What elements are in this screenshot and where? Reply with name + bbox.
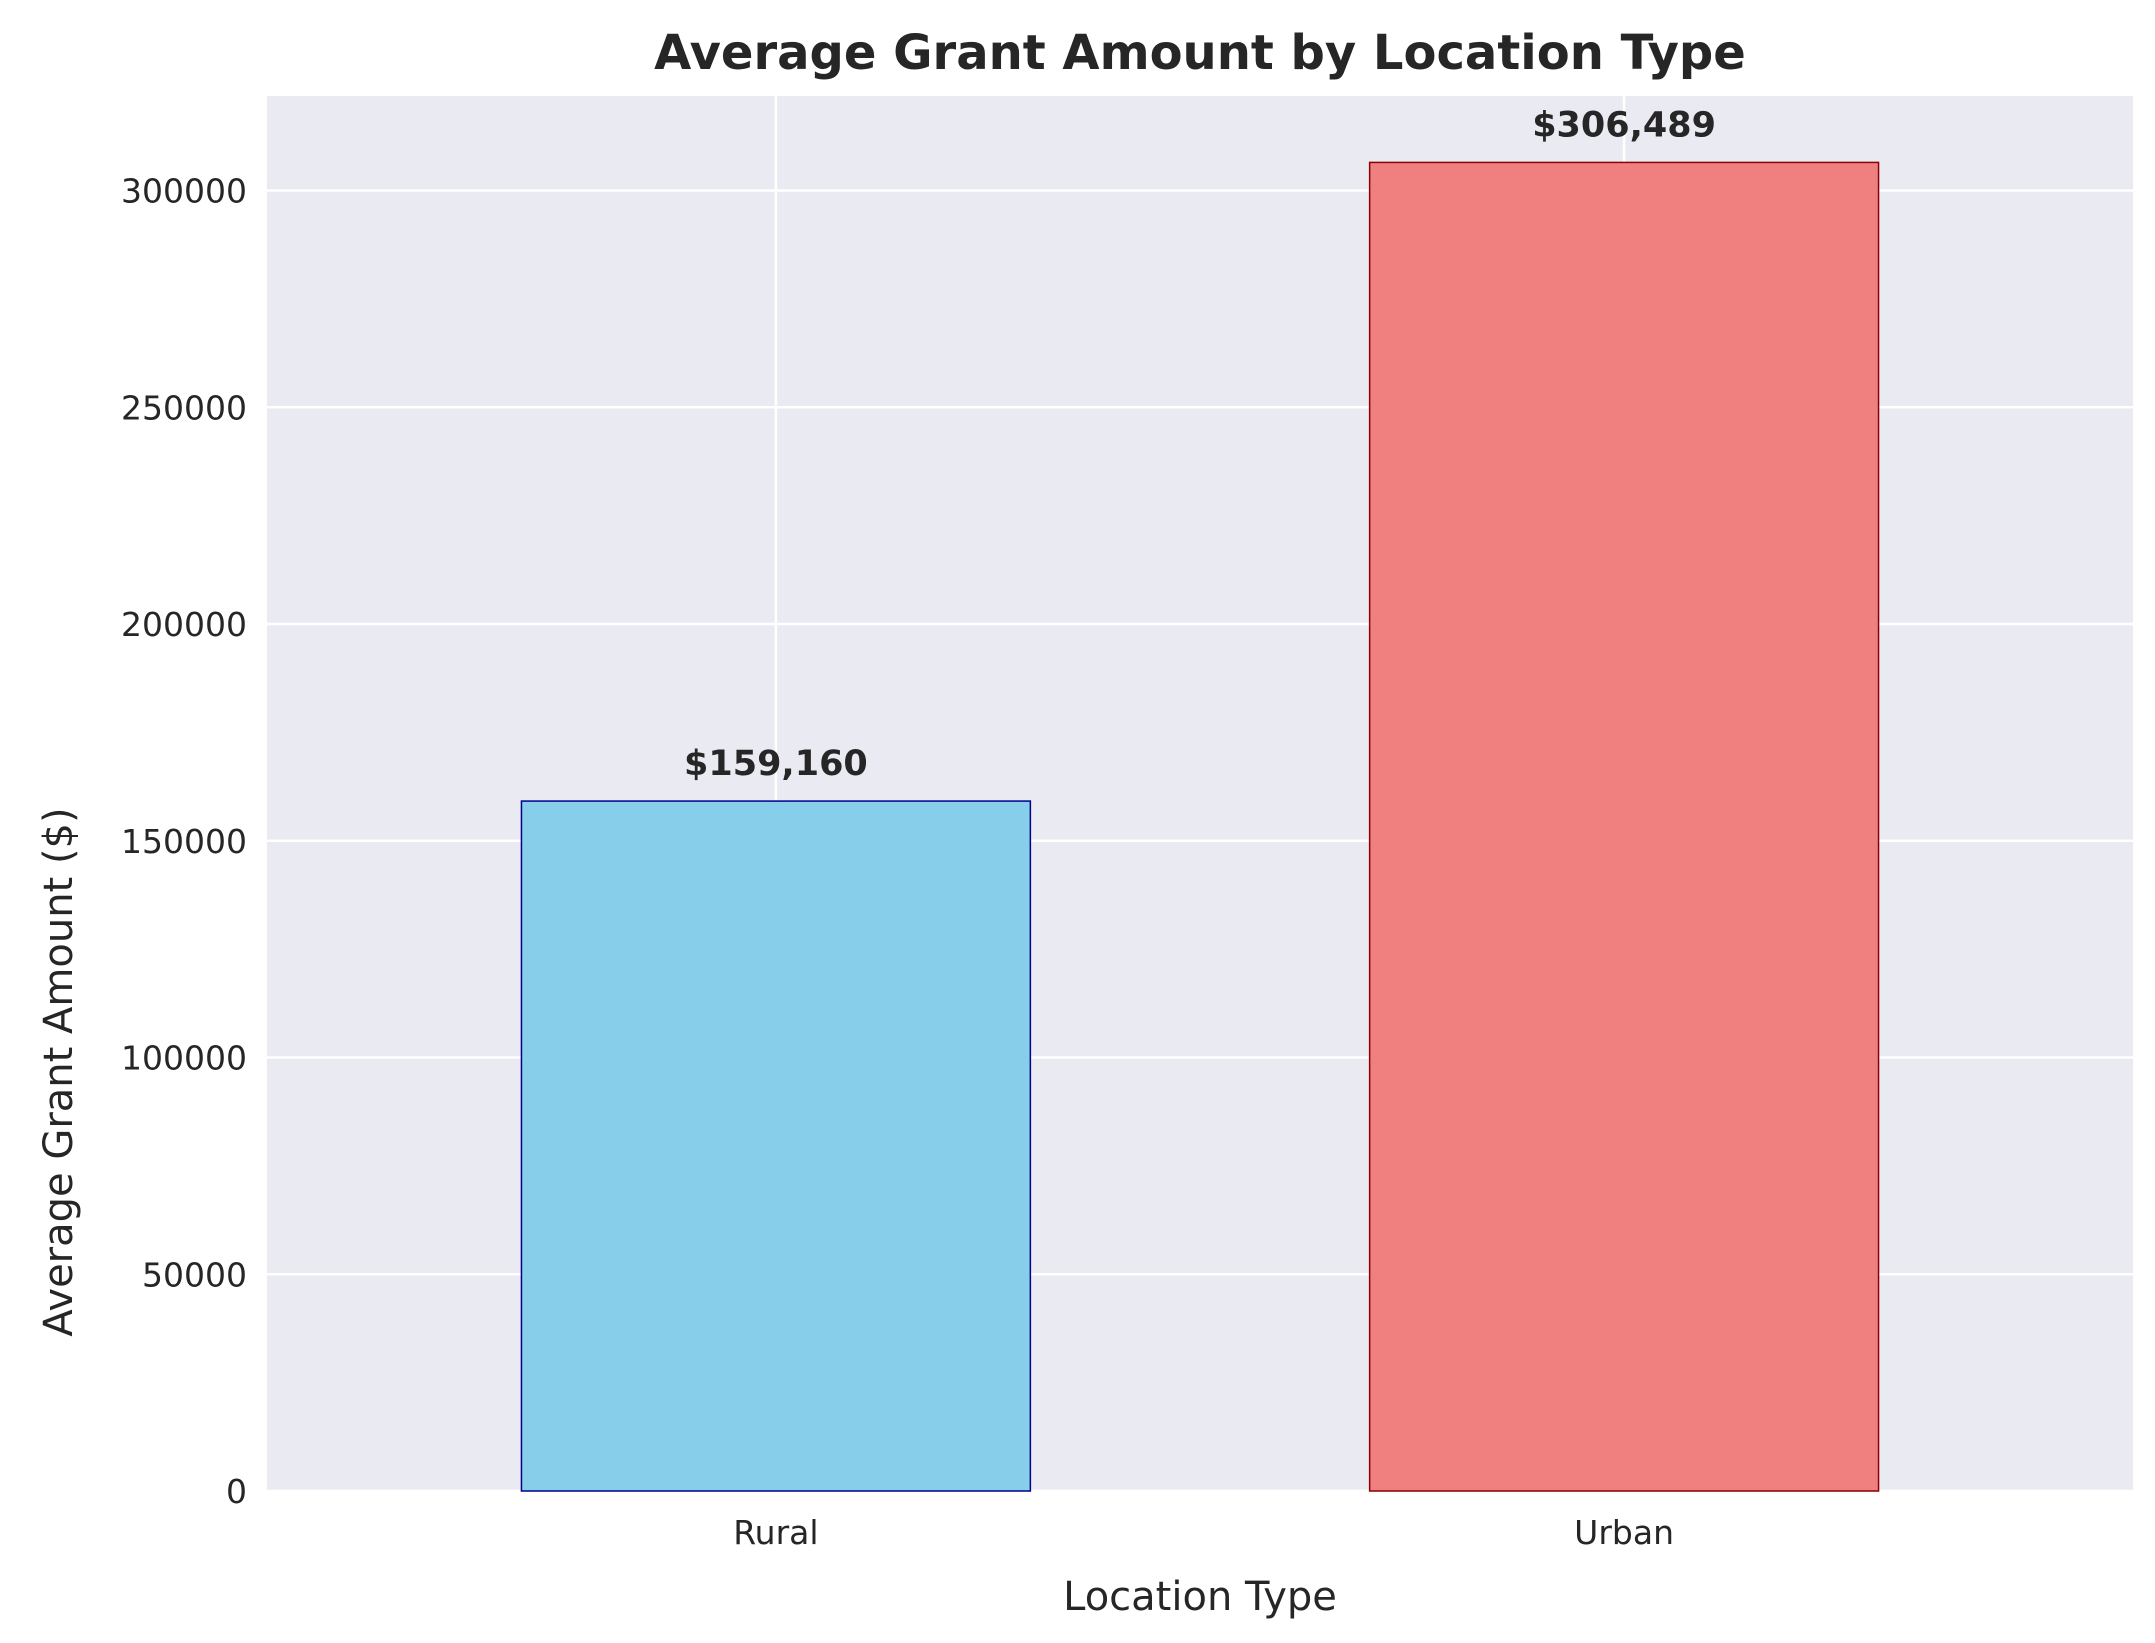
y-axis-label: Average Grant Amount ($) — [36, 807, 82, 1336]
x-tick-label: Urban — [1574, 1513, 1674, 1552]
y-tick-label: 200000 — [121, 605, 247, 644]
bar-value-label: $306,489 — [1532, 105, 1716, 145]
bars — [520, 161, 1880, 1492]
y-tick-label: 150000 — [121, 822, 247, 861]
chart-title: Average Grant Amount by Location Type — [654, 25, 1746, 81]
x-axis-label: Location Type — [1063, 1574, 1337, 1620]
x-tick-label: Rural — [733, 1513, 818, 1552]
y-tick-label: 50000 — [142, 1255, 247, 1294]
bar-value-label: $159,160 — [684, 744, 868, 784]
x-tick-labels: Rural Urban — [733, 1513, 1674, 1552]
y-tick-label: 100000 — [121, 1039, 247, 1078]
y-tick-label: 300000 — [121, 172, 247, 211]
y-tick-label: 250000 — [121, 388, 247, 427]
bar-rural — [520, 800, 1032, 1492]
y-tick-labels: 0 50000 100000 150000 200000 250000 300000 — [121, 172, 247, 1511]
y-tick-label: 0 — [226, 1472, 247, 1511]
bar-value-labels: $159,160 $306,489 — [684, 105, 1716, 784]
bar-urban — [1368, 161, 1880, 1492]
